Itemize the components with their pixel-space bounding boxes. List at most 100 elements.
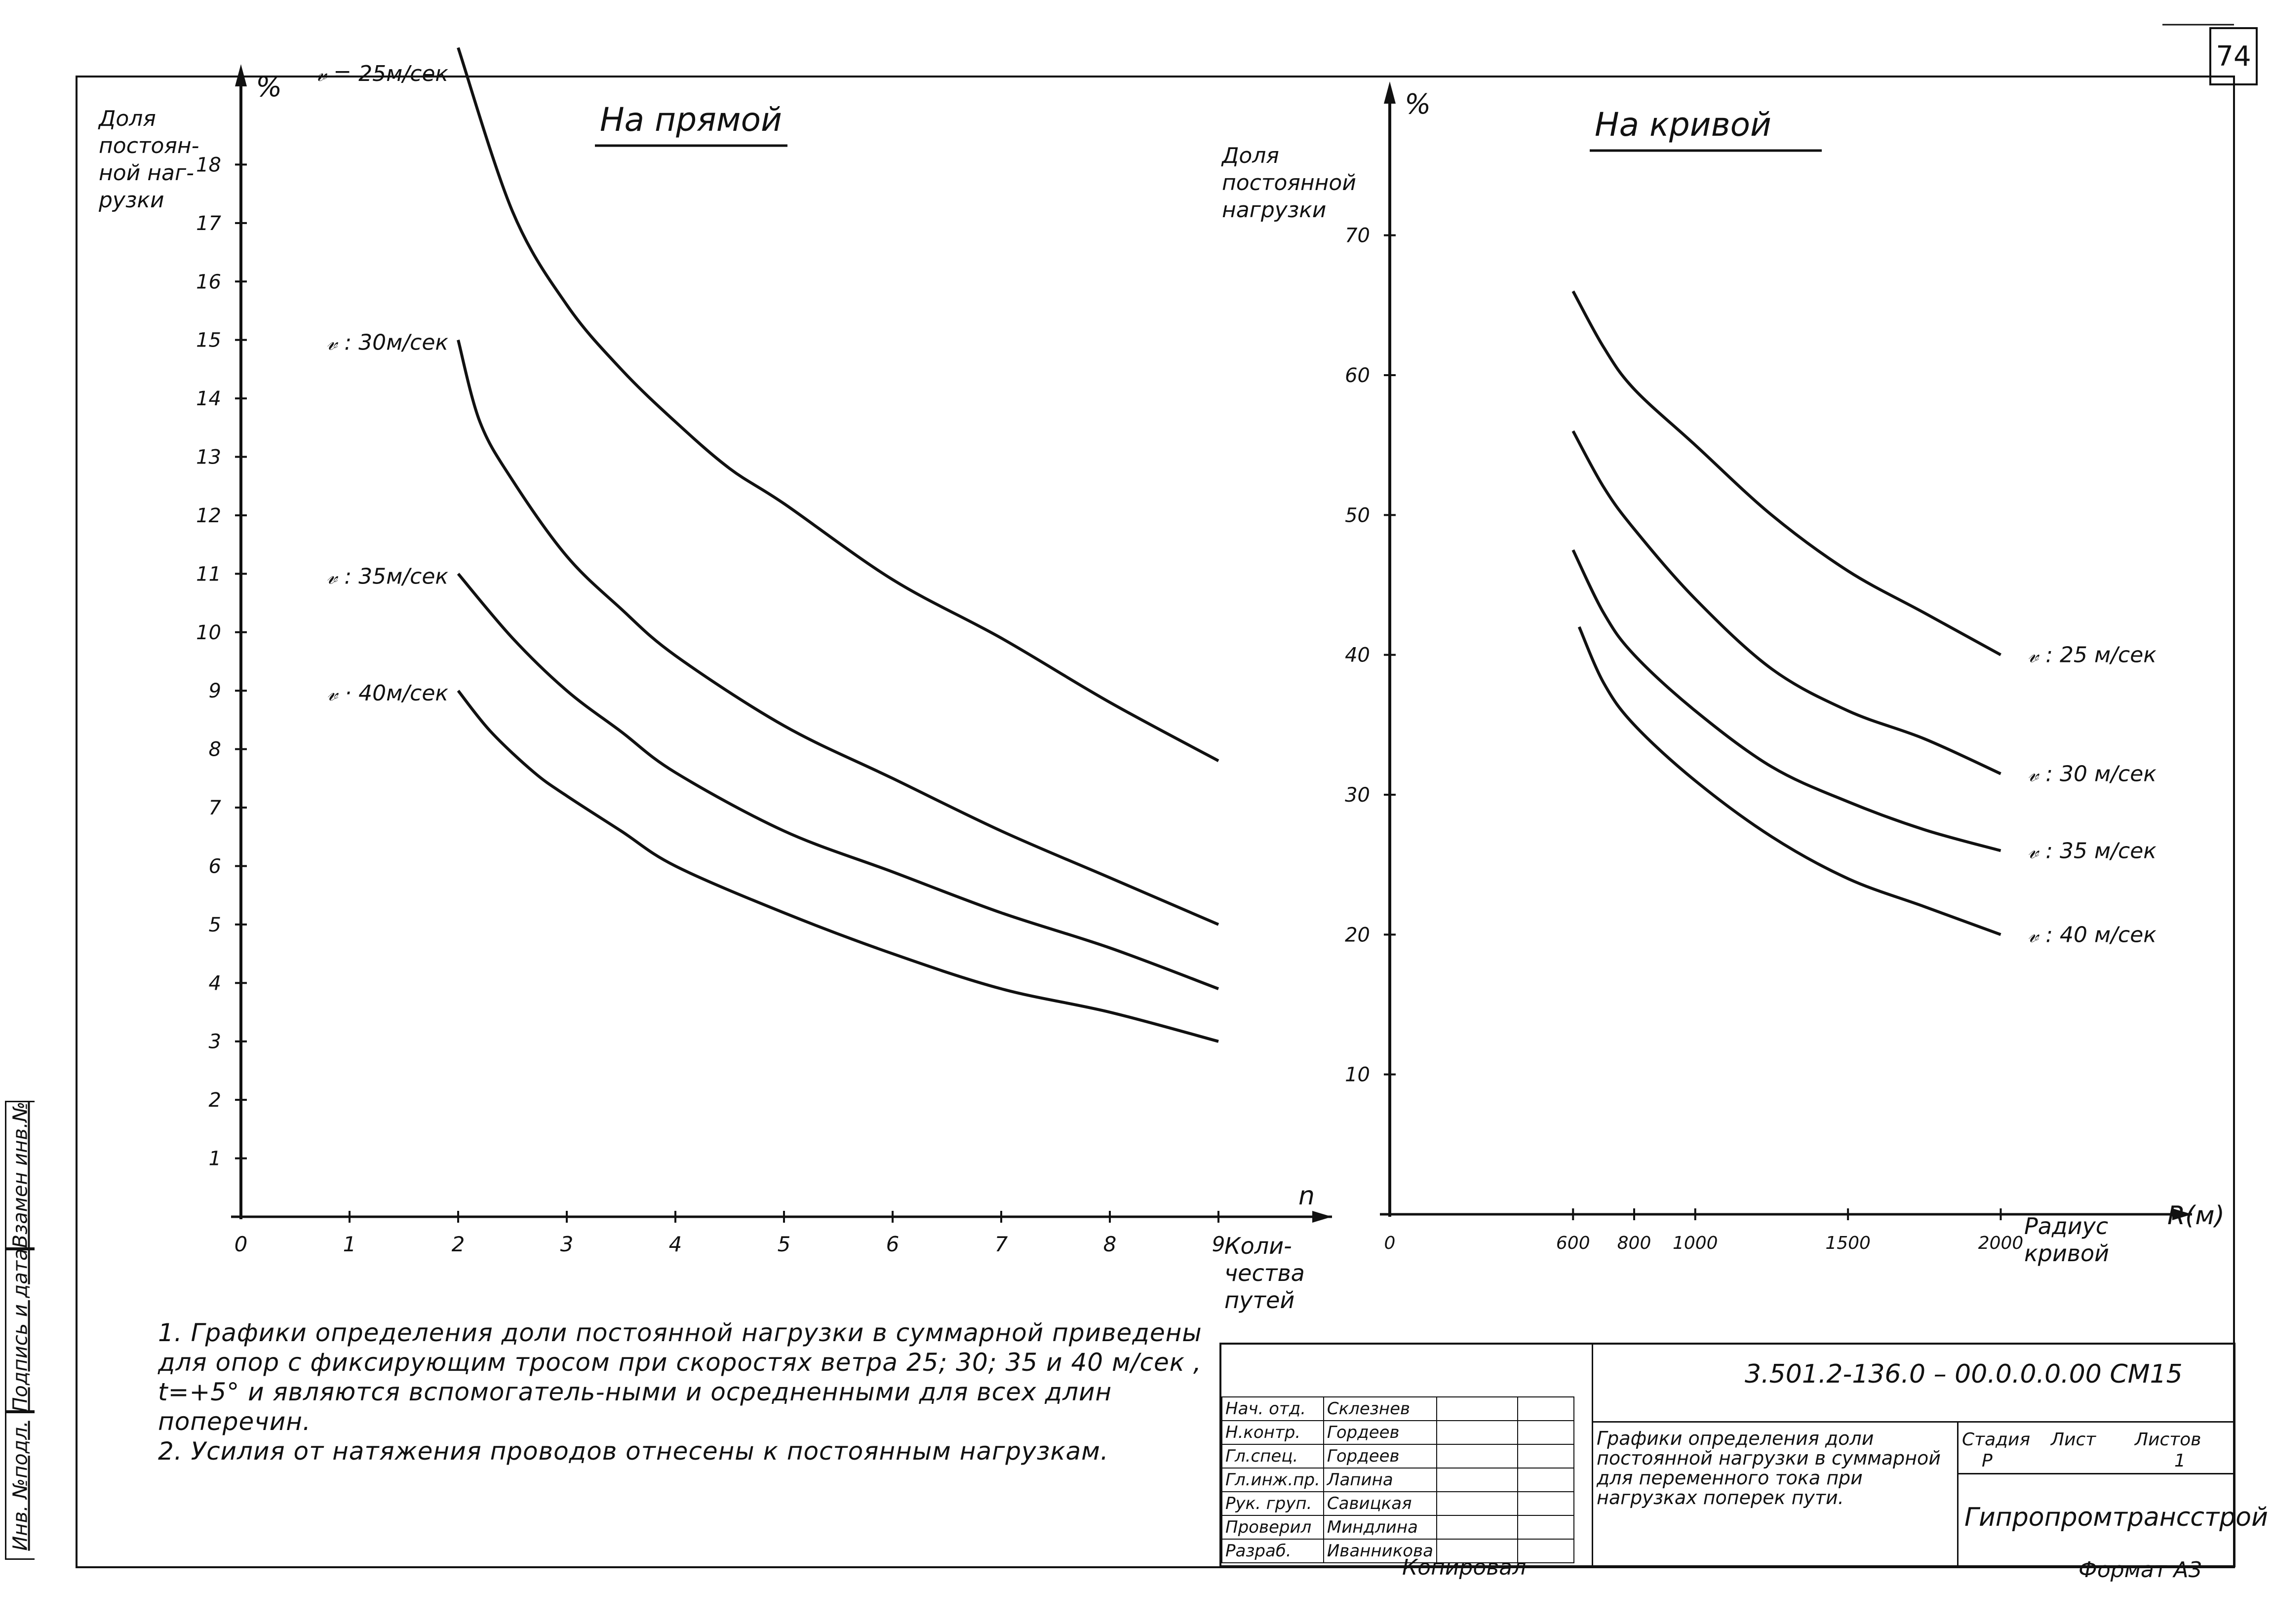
y-tick-label: 4 — [209, 972, 221, 995]
tb-hline — [1592, 1421, 2234, 1423]
y-tick-label: 8 — [209, 738, 221, 761]
sheet-number: 74 — [2209, 27, 2258, 85]
series-label: 𝓋 : 35 м/сек — [2028, 838, 2157, 863]
staff-row: Проверил Миндлина — [1221, 1515, 1574, 1540]
staff-row: Гл.спец. Гордеев — [1221, 1444, 1574, 1469]
y-axis-title: постоян- — [99, 133, 199, 158]
series-label: 𝓋 : 25 м/сек — [2028, 643, 2157, 668]
series-label: 𝓋 = 25м/сек — [316, 61, 449, 86]
staff-row: Гл.инж.пр. Лапина — [1221, 1468, 1574, 1492]
series-line — [1571, 430, 2001, 775]
staff-name: Савицкая — [1323, 1491, 1437, 1516]
y-tick-label: 5 — [209, 914, 221, 936]
series-line — [457, 573, 1219, 990]
y-tick-label: 7 — [209, 797, 222, 819]
x-axis-title: Коли- — [1224, 1233, 1292, 1259]
stamp-replaced-inv: Взамен инв.№ — [5, 1101, 35, 1249]
staff-signature — [1436, 1468, 1518, 1492]
y-unit-label: % — [256, 71, 282, 103]
chart-on-straight: 0 1 2 3 4 5 6 7 8 9123456789101112131415161718%На… — [98, 47, 1332, 1314]
y-tick-label: 13 — [196, 446, 221, 469]
stage-value: Р — [1982, 1451, 1993, 1471]
chart-title: На кривой — [1595, 106, 1771, 144]
x-tick-label: 8 — [1103, 1232, 1117, 1256]
y-tick-label: 10 — [1345, 1064, 1370, 1086]
y-tick-label: 50 — [1345, 504, 1370, 527]
y-tick-label: 60 — [1345, 364, 1370, 387]
series-label: 𝓋 : 30 м/сек — [2028, 762, 2157, 787]
series-line — [1571, 290, 2001, 657]
y-tick-label: 14 — [196, 387, 221, 410]
staff-name: Миндлина — [1323, 1515, 1437, 1540]
staff-name: Гордеев — [1323, 1444, 1437, 1469]
y-tick-label: 10 — [196, 621, 221, 644]
staff-date — [1517, 1491, 1574, 1516]
staff-date — [1517, 1420, 1574, 1445]
sheets-value: 1 — [2174, 1451, 2186, 1471]
y-tick-label: 2 — [209, 1089, 221, 1112]
x-axis-symbol: n — [1298, 1181, 1315, 1211]
staff-role: Нач. отд. — [1221, 1396, 1324, 1421]
x-axis-title: Радиус — [2024, 1213, 2108, 1239]
y-axis-title: ной наг- — [99, 160, 194, 186]
stamp-inv-number: Инв. №подл. — [5, 1412, 35, 1560]
y-axis-arrow — [1384, 81, 1396, 104]
staff-signature — [1436, 1444, 1518, 1469]
series-line — [457, 690, 1219, 1043]
staff-table: Нач. отд. Склезнев Н.контр. Гордеев Гл.спец.… — [1221, 1396, 1574, 1563]
tb-divider-2 — [1957, 1421, 1959, 1565]
x-axis-arrow — [2172, 1208, 2192, 1220]
staff-role: Разраб. — [1221, 1539, 1324, 1563]
staff-name: Гордеев — [1323, 1420, 1437, 1445]
sheets-header: Листов — [2135, 1430, 2201, 1450]
y-axis-title: Доля — [1221, 143, 1279, 168]
x-axis-symbol: R(м) — [2167, 1201, 2225, 1231]
x-tick-label: 5 — [778, 1232, 791, 1256]
y-tick-label: 18 — [196, 154, 221, 176]
y-tick-label: 70 — [1345, 225, 1370, 247]
y-tick-label: 15 — [196, 329, 221, 352]
staff-date — [1517, 1468, 1574, 1492]
sheet-frame — [76, 76, 2235, 1568]
notes-block: 1. Графики определения доли постоянной н… — [158, 1318, 1219, 1466]
stamp-signature-date: Подпись и дата — [5, 1248, 35, 1412]
y-axis-title: рузки — [98, 188, 164, 213]
staff-row: Разраб. Иванникова — [1221, 1539, 1574, 1563]
staff-name: Склезнев — [1323, 1396, 1437, 1421]
staff-signature — [1436, 1396, 1518, 1421]
x-tick-label: 0 — [235, 1232, 248, 1256]
x-tick-label: 2 — [452, 1232, 465, 1256]
staff-role: Проверил — [1221, 1515, 1324, 1540]
chart-on-curve: 0 600 800 1000 1500 2000 10 20 30 40 50 60 70% На кри… — [1221, 81, 2225, 1267]
tb-hline-2 — [1957, 1473, 2234, 1474]
staff-date — [1517, 1539, 1574, 1563]
x-tick-label: 0 — [1384, 1233, 1396, 1253]
y-axis-arrow — [235, 64, 247, 86]
series-label: 𝓋 · 40м/сек — [327, 681, 448, 706]
stage-header: Стадия — [1962, 1430, 2031, 1450]
chart-title: На прямой — [600, 101, 782, 139]
staff-signature — [1436, 1491, 1518, 1516]
x-tick-label: 1500 — [1825, 1233, 1871, 1253]
document-title: Графики определения доли постоянной нагр… — [1597, 1428, 1941, 1508]
y-tick-label: 20 — [1345, 924, 1370, 946]
staff-date — [1517, 1396, 1574, 1421]
y-unit-label: % — [1405, 88, 1431, 120]
staff-name: Иванникова — [1323, 1539, 1437, 1563]
staff-signature — [1436, 1539, 1518, 1563]
x-axis-title: кривой — [2024, 1240, 2109, 1267]
y-tick-label: 11 — [196, 563, 221, 585]
x-tick-label: 9 — [1212, 1232, 1225, 1256]
staff-row: Рук. груп. Савицкая — [1221, 1491, 1574, 1516]
y-axis-title: нагрузки — [1222, 197, 1326, 223]
y-axis-title: Доля — [98, 106, 156, 131]
staff-role: Гл.инж.пр. — [1221, 1468, 1324, 1492]
x-tick-label: 800 — [1617, 1233, 1651, 1253]
x-axis-title: путей — [1224, 1287, 1294, 1314]
y-tick-label: 6 — [209, 855, 221, 878]
x-tick-label: 1 — [343, 1232, 356, 1256]
sheet-header: Лист — [2051, 1430, 2096, 1450]
series-line — [1577, 626, 2001, 936]
title-block: 3.501.2-136.0 – 00.0.0.0.00 СМ15 Графики… — [1219, 1343, 2268, 1567]
